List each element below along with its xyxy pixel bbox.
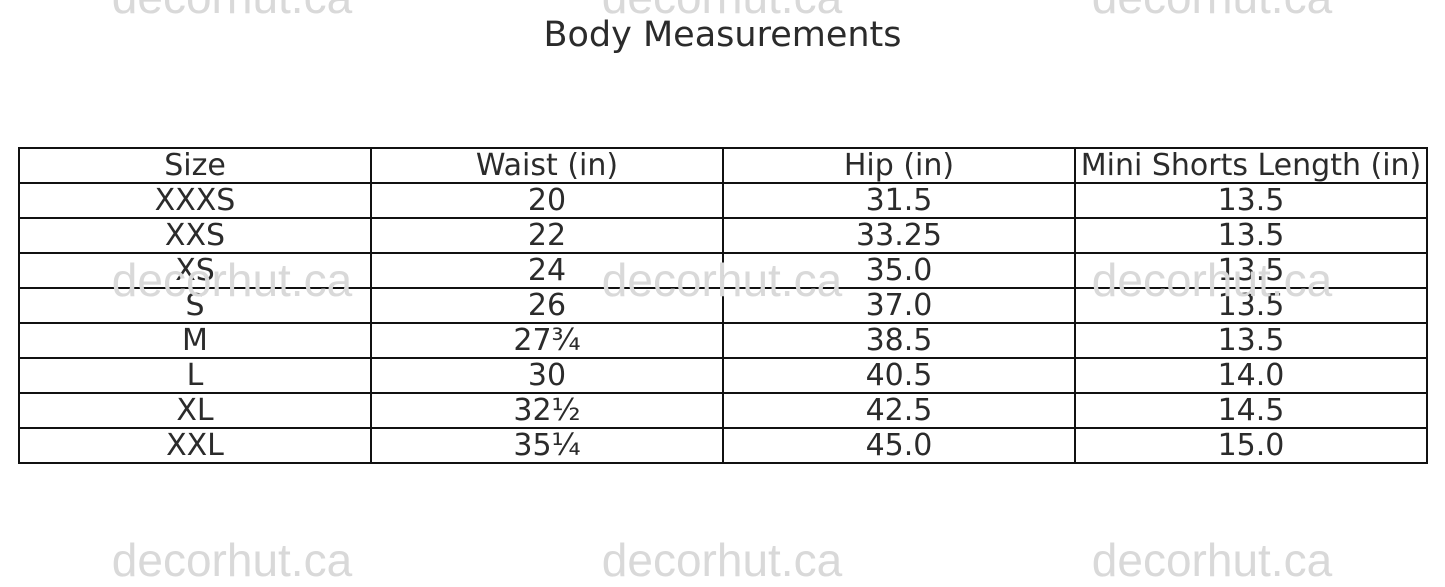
table-row: XXS 22 33.25 13.5	[18, 217, 1428, 254]
table-cell: 33.25	[722, 217, 1076, 254]
table-row: XS 24 35.0 13.5	[18, 252, 1428, 289]
table-cell: 13.5	[1074, 252, 1428, 289]
table-cell: 20	[370, 182, 724, 219]
column-header: Mini Shorts Length (in)	[1074, 147, 1428, 184]
watermark: decorhut.ca	[111, 534, 353, 586]
table-cell: 15.0	[1074, 427, 1428, 464]
table-cell: 13.5	[1074, 182, 1428, 219]
table-cell: 14.5	[1074, 392, 1428, 429]
table-cell: 14.0	[1074, 357, 1428, 394]
table-cell: 31.5	[722, 182, 1076, 219]
table-cell: 42.5	[722, 392, 1076, 429]
table-cell: 22	[370, 217, 724, 254]
table-cell: XXL	[18, 427, 372, 464]
table-cell: 38.5	[722, 322, 1076, 359]
table-cell: XL	[18, 392, 372, 429]
column-header: Waist (in)	[370, 147, 724, 184]
table-row: XXL 35¼ 45.0 15.0	[18, 427, 1428, 464]
column-header: Size	[18, 147, 372, 184]
table-row: M 27¾ 38.5 13.5	[18, 322, 1428, 359]
watermark: decorhut.ca	[1091, 534, 1333, 586]
table-cell: 13.5	[1074, 217, 1428, 254]
table-cell: 27¾	[370, 322, 724, 359]
table-cell: 30	[370, 357, 724, 394]
header-row: Size Waist (in) Hip (in) Mini Shorts Length…	[18, 147, 1428, 184]
table-body: XXXS 20 31.5 13.5 XXS 22 33.25 13.5 XS 24 35.0 13.5…	[18, 182, 1428, 464]
column-header: Hip (in)	[722, 147, 1076, 184]
table-cell: XXXS	[18, 182, 372, 219]
table-cell: 35.0	[722, 252, 1076, 289]
table-cell: 13.5	[1074, 322, 1428, 359]
table-row: XXXS 20 31.5 13.5	[18, 182, 1428, 219]
table-cell: XXS	[18, 217, 372, 254]
table-cell: L	[18, 357, 372, 394]
table-cell: 24	[370, 252, 724, 289]
table-cell: 26	[370, 287, 724, 324]
table-cell: 45.0	[722, 427, 1076, 464]
table-cell: S	[18, 287, 372, 324]
table-cell: 32½	[370, 392, 724, 429]
table-row: S 26 37.0 13.5	[18, 287, 1428, 324]
table-cell: XS	[18, 252, 372, 289]
table-cell: 40.5	[722, 357, 1076, 394]
measurements-table: Size Waist (in) Hip (in) Mini Shorts Length…	[18, 147, 1428, 464]
table-row: XL 32½ 42.5 14.5	[18, 392, 1428, 429]
table-cell: 37.0	[722, 287, 1076, 324]
table-cell: M	[18, 322, 372, 359]
watermark: decorhut.ca	[601, 534, 843, 586]
table-cell: 13.5	[1074, 287, 1428, 324]
table-row: L 30 40.5 14.0	[18, 357, 1428, 394]
table-cell: 35¼	[370, 427, 724, 464]
page-title: Body Measurements	[543, 15, 902, 55]
